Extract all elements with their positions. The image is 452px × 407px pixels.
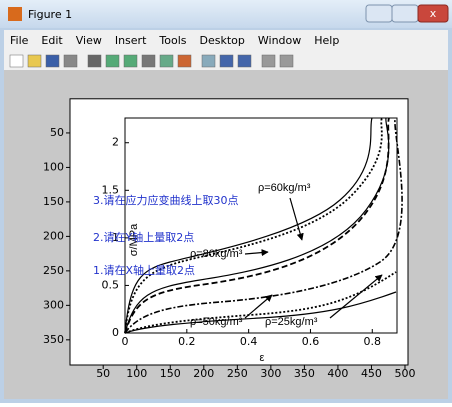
- x-tick-label: 450: [361, 367, 382, 380]
- x-tick-label: 0.2: [178, 335, 196, 348]
- y-tick-label: 0: [112, 326, 119, 339]
- x-tick-label: 100: [126, 367, 147, 380]
- toolbar-button[interactable]: [106, 55, 119, 67]
- y-tick-label: 250: [43, 264, 64, 277]
- x-tick-label: 500: [394, 367, 415, 380]
- annotation: ρ=80kg/m³: [190, 248, 243, 260]
- y-tick-label: 2: [112, 136, 119, 149]
- x-tick-label: 0: [122, 335, 129, 348]
- y-tick-label: 0.5: [102, 278, 120, 291]
- x-tick-label: 50: [96, 367, 110, 380]
- menu-item[interactable]: Tools: [158, 34, 186, 47]
- menu-item[interactable]: View: [76, 34, 102, 47]
- prompt-text: 1.请在X轴上量取2点: [93, 263, 195, 277]
- x-tick-label: 0.6: [302, 335, 320, 348]
- y-tick-label: 300: [43, 298, 64, 311]
- toolbar-button[interactable]: [142, 55, 155, 67]
- toolbar-button[interactable]: [220, 55, 233, 67]
- prompt-text: 3.请在应力应变曲线上取30点: [93, 193, 239, 207]
- toolbar-button[interactable]: [46, 55, 59, 67]
- menu-item[interactable]: Edit: [41, 34, 63, 47]
- toolbar-button[interactable]: [160, 55, 173, 67]
- minimize-button[interactable]: [366, 5, 392, 22]
- annotation: ρ=25kg/m³: [265, 316, 318, 328]
- x-tick-label: 0.4: [240, 335, 258, 348]
- x-tick-label: 400: [327, 367, 348, 380]
- window-title: Figure 1: [28, 8, 72, 21]
- y-tick-label: 200: [43, 229, 64, 242]
- prompt-text: 2.请在Y轴上量取2点: [93, 230, 194, 244]
- menu-item[interactable]: Window: [258, 34, 301, 47]
- y-tick-label: 350: [43, 333, 64, 346]
- toolbar-button[interactable]: [178, 55, 191, 67]
- toolbar-button[interactable]: [10, 55, 23, 67]
- x-axis-label: ε: [260, 352, 265, 364]
- y-tick-label: 150: [43, 195, 64, 208]
- menu-bar: File Edit View Insert Tools Desktop Window Help: [10, 34, 339, 47]
- x-tick-label: 350: [294, 367, 315, 380]
- toolbar-button[interactable]: [280, 55, 293, 67]
- app-icon: [8, 7, 22, 21]
- figure-window: Figure 1 x File Edit View Insert Tools Deskto…: [0, 0, 452, 403]
- menu-item[interactable]: Desktop: [200, 34, 245, 47]
- x-tick-label: 250: [227, 367, 248, 380]
- toolbar-button[interactable]: [88, 55, 101, 67]
- annotation: ρ=50kg/m³: [190, 316, 243, 328]
- menu-item[interactable]: File: [10, 34, 29, 47]
- close-glyph: x: [430, 7, 437, 20]
- toolbar-button[interactable]: [64, 55, 77, 67]
- toolbar-button[interactable]: [262, 55, 275, 67]
- menu-item[interactable]: Insert: [115, 34, 147, 47]
- x-tick-label: 150: [160, 367, 181, 380]
- toolbar-button[interactable]: [124, 55, 137, 67]
- toolbar-button[interactable]: [202, 55, 215, 67]
- toolbar-button[interactable]: [238, 55, 251, 67]
- toolbar-button[interactable]: [28, 55, 41, 67]
- y-tick-label: 50: [50, 126, 64, 139]
- toolbar: [10, 55, 293, 67]
- y-tick-label: 100: [43, 160, 64, 173]
- x-tick-label: 200: [193, 367, 214, 380]
- menu-item[interactable]: Help: [314, 34, 339, 47]
- x-tick-label: 0.8: [364, 335, 382, 348]
- x-tick-label: 300: [260, 367, 281, 380]
- annotation: ρ=60kg/m³: [258, 182, 311, 194]
- maximize-button[interactable]: [392, 5, 418, 22]
